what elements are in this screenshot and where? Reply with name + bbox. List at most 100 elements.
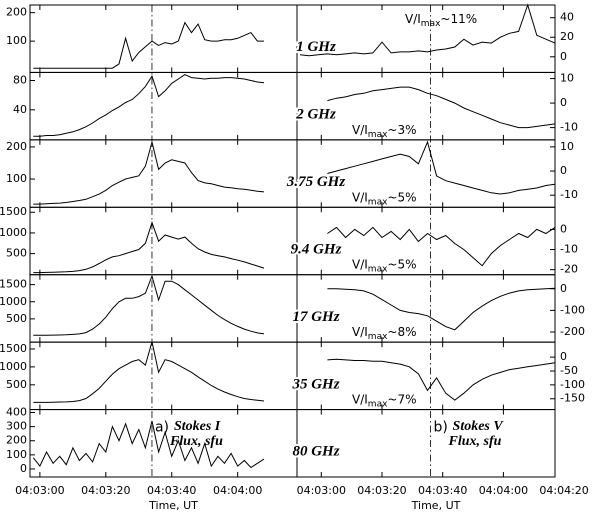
y-tick-label: 0 [560,222,567,235]
y-tick-label: 0 [560,164,567,177]
y-tick-label: 500 [6,247,27,260]
y-tick-label: 1000 [0,295,27,308]
series-line [33,341,265,403]
y-tick-label: 0 [560,50,567,63]
y-tick-label: -10 [560,121,578,134]
ratio-label: V/Imax~8% [352,325,417,342]
series-line [33,21,264,69]
ratio-label: V/Imax~11% [405,12,477,29]
ratio-label-part: ~7% [387,392,416,406]
frequency-label: 35 GHz [291,376,339,392]
series-line [33,74,265,137]
y-tick-label: 10 [560,72,574,85]
annotation-subtitle: Flux, sfu [448,434,502,449]
series-line [33,274,265,336]
y-tick-label: -100 [560,378,585,391]
x-tick-label: 04:04:00 [213,484,262,497]
panel-frame [29,4,298,73]
ratio-label-part: ~3% [387,122,416,136]
ratio-label-part: ~8% [387,325,416,339]
ratio-label-sub: max [368,129,388,139]
y-tick-label: 0 [560,282,567,295]
y-tick-label: 1500 [0,342,27,355]
series-line [33,221,265,274]
ratio-label-part: V/I [352,392,368,406]
x-tick-label: 04:04:00 [479,484,528,497]
y-tick-label: 40 [560,11,574,24]
x-axis-label: Time, UT [411,499,461,512]
panel-frame [29,139,298,208]
series-line [327,226,556,267]
ratio-label-sub: max [368,264,388,274]
y-tick-label: 100 [6,448,27,461]
panel-frame [29,341,298,411]
frequency-label: 17 GHz [292,309,339,325]
y-tick-label: 1000 [0,360,27,373]
y-tick-label: -100 [560,303,585,316]
series-line [327,86,556,129]
series-line [327,358,556,401]
ratio-label: V/Imax~5% [352,257,417,274]
y-tick-label: 500 [6,378,27,391]
ratio-label-part: V/I [405,12,421,26]
annotation-letter: b) [434,420,448,436]
y-tick-label: 0 [560,96,567,109]
ratio-label-sub: max [368,197,388,207]
ratio-label-part: ~5% [387,190,416,204]
series-line [299,3,556,57]
series-line [32,420,265,469]
ratio-label-part: V/I [352,122,368,136]
y-tick-label: 1000 [0,226,27,239]
y-tick-label: 100 [6,172,27,185]
y-tick-label: 1500 [0,278,27,291]
ratio-label-part: V/I [352,190,368,204]
ratio-label: V/Imax~7% [352,392,417,409]
ratio-label-part: ~5% [387,257,416,271]
x-tick-label: 04:03:40 [418,484,467,497]
y-tick-label: 80 [13,73,27,86]
x-tick-label: 04:03:00 [297,484,346,497]
ratio-label-sub: max [368,399,388,409]
y-tick-label: 300 [6,420,27,433]
series-line [327,287,556,331]
annotation-title: Stokes I [174,419,221,434]
series-line [327,140,556,195]
y-tick-label: 40 [13,103,27,116]
x-tick-label: 04:04:20 [539,484,588,497]
annotation-letter: a) [155,420,169,436]
x-tick-label: 04:03:40 [147,484,196,497]
ratio-label-part: ~11% [440,12,477,26]
series-line [33,141,265,205]
y-tick-label: 400 [6,406,27,419]
panel-frame [296,409,556,478]
y-tick-label: 200 [6,6,27,19]
y-tick-label: -150 [560,392,585,405]
ratio-label-part: V/I [352,257,368,271]
y-tick-label: 500 [6,312,27,325]
y-tick-label: -10 [560,243,578,256]
ratio-label: V/Imax~5% [352,190,417,207]
y-tick-label: -20 [560,263,578,276]
ratio-label: V/Imax~3% [352,122,417,139]
annotation-title: Stokes V [453,419,505,434]
ratio-label-sub: max [368,332,388,342]
y-tick-label: -200 [560,325,585,338]
x-tick-label: 04:03:20 [81,484,130,497]
y-tick-label: 20 [560,30,574,43]
frequency-label: 2 GHz [295,107,336,123]
x-tick-label: 04:03:00 [15,484,64,497]
annotation-subtitle: Flux, sfu [169,434,223,449]
panel-frame [29,206,298,276]
y-tick-label: 10 [560,140,574,153]
frequency-label: 80 GHz [292,444,339,460]
frequency-label: 9.4 GHz [291,241,342,257]
y-tick-label: 200 [6,140,27,153]
y-tick-label: -50 [560,364,578,377]
x-axis-label: Time, UT [148,499,198,512]
y-tick-label: -10 [560,188,578,201]
y-tick-label: 0 [20,462,27,475]
frequency-label: 3.75 GHz [286,174,346,190]
panel-frame [29,71,298,141]
y-tick-label: 1500 [0,205,27,218]
